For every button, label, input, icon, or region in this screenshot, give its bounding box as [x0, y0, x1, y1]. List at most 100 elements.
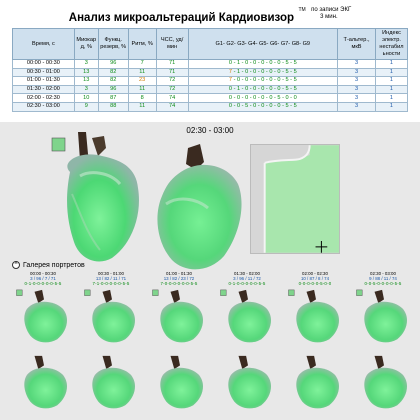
thumb-values-label: 13 / 82 / 11 / 71: [95, 276, 127, 281]
cell-instability-index: 1: [374, 76, 409, 86]
gallery-thumb[interactable]: 02:00 - 02:30 10 / 87 / 8 / 74 0-0-0-0-0-5…: [284, 271, 346, 286]
report-title-text: Анализ микроальтераций Кардиовизор: [68, 12, 295, 24]
gallery-thumb[interactable]: 02:30 - 03:00 9 / 88 / 11 / 74 0-0-5-0-0-0…: [352, 271, 414, 286]
table-row[interactable]: 02:00 - 02:30 10 87 8 74 0 - 0 - 0 - 0 - 0 - …: [12, 93, 409, 103]
thumb-values-label: 9 / 88 / 11 / 74: [369, 276, 397, 281]
cell-time: 00:00 - 00:30: [12, 59, 75, 69]
table-row[interactable]: 01:30 - 02:00 3 96 11 72 0 - 1 - 0 - 0 - 0 - …: [12, 84, 409, 95]
col-header-myocard: Миокар д, %: [73, 28, 99, 60]
ecg-map-panel[interactable]: [250, 144, 340, 254]
thumb-time-label: 02:00 - 02:30: [302, 271, 328, 276]
cell-rhythm: 11: [127, 67, 157, 78]
thumb-heart-bottom[interactable]: [82, 354, 142, 409]
cell-g-groups: 0 - 1 - 0 - 0 - 0 - 0 - 0 - 5 - 5: [187, 84, 339, 95]
cell-instability-index: 1: [374, 67, 409, 78]
thumb-heart-top[interactable]: [82, 288, 142, 343]
crosshair-icon: [315, 241, 328, 253]
g1-value: 0: [228, 86, 233, 93]
selected-square-marker: [51, 137, 66, 152]
cell-func-reserve: 87: [97, 93, 129, 103]
thumb-values-label: 13 / 82 / 23 / 72: [163, 276, 195, 281]
viewer-time-label: 02:30 - 03:00: [186, 126, 234, 135]
g-rest-values: - 0 - 0 - 0 - 0 - 0 - 0 - 5 - 5: [232, 77, 297, 84]
cell-hr: 74: [155, 93, 189, 103]
thumb-heart-top[interactable]: [354, 288, 414, 343]
thumb-values-label: 3 / 96 / 11 / 72: [233, 276, 261, 281]
cell-func-reserve: 96: [97, 84, 129, 95]
thumb-heart-top[interactable]: [14, 288, 74, 343]
cell-rhythm: 23: [127, 76, 157, 86]
gallery-thumb[interactable]: 01:00 - 01:30 13 / 82 / 23 / 72 7-0-0-0-0-…: [148, 271, 210, 286]
thumb-heart-bottom[interactable]: [286, 354, 346, 409]
col-header-rhythm: Ритм, %: [127, 28, 157, 60]
thumb-heart-top[interactable]: [286, 288, 346, 343]
cell-instability-index: 1: [374, 93, 409, 103]
gallery-thumb[interactable]: 01:30 - 02:00 3 / 96 / 11 / 72 0-1-0-0-0-0…: [216, 271, 278, 286]
cell-time: 00:30 - 01:00: [12, 67, 75, 78]
report-subtitle: по записи ЭКГ 3 мин.: [311, 7, 351, 21]
col-header-func-reserve: Функц. резерв, %: [97, 28, 129, 60]
thumb-code-label: 0-0-0-0-0-5-0-0: [298, 281, 332, 286]
heart-portrait-right[interactable]: [148, 144, 246, 279]
cell-t-alternans: 3: [337, 76, 376, 86]
gallery-thumb[interactable]: 00:30 - 01:00 13 / 82 / 11 / 71 7-1-0-0-0-…: [80, 271, 142, 286]
cell-t-alternans: 3: [337, 84, 376, 95]
g-rest-values: - 0 - 5 - 0 - 0 - 0 - 0 - 5 - 5: [232, 103, 297, 110]
cell-g-groups: 0 - 0 - 5 - 0 - 0 - 0 - 0 - 5 - 5: [187, 101, 339, 112]
cell-instability-index: 1: [374, 101, 409, 112]
heart-portrait-left[interactable]: [50, 132, 145, 267]
cell-myocard: 9: [73, 101, 99, 112]
cell-hr: 71: [155, 59, 189, 69]
gallery-thumb[interactable]: 00:00 - 00:30 3 / 96 / 7 / 71 0-1-0-0-0-0-…: [12, 271, 74, 286]
cell-rhythm: 8: [127, 93, 157, 103]
cell-instability-index: 1: [374, 59, 409, 69]
col-header-g-groups: G1- G2- G3- G4- G5- G6- G7- G8- G9: [187, 28, 339, 60]
cell-func-reserve: 96: [97, 59, 129, 69]
g1-value: 7: [228, 77, 233, 84]
g1-value: 0: [228, 94, 233, 101]
collapse-toggle-icon[interactable]: ^: [12, 261, 20, 269]
table-header-row: Время, с Миокар д, % Функц. резерв, % Ри…: [12, 28, 409, 60]
g-rest-values: - 1 - 0 - 0 - 0 - 0 - 0 - 5 - 5: [232, 60, 297, 67]
cell-rhythm: 11: [127, 101, 157, 112]
thumb-code-label: 7-1-0-0-0-0-0-5-5: [92, 281, 130, 286]
thumb-code-label: 0-0-5-0-0-0-0-5-5: [364, 281, 402, 286]
table-row[interactable]: 02:30 - 03:00 9 88 11 74 0 - 0 - 5 - 0 - 0 - …: [12, 101, 409, 112]
g1-value: 7: [228, 68, 233, 75]
report-subtitle-line1: по записи ЭКГ: [311, 7, 352, 13]
thumb-heart-bottom[interactable]: [14, 354, 74, 409]
cell-t-alternans: 3: [337, 59, 376, 69]
cell-t-alternans: 3: [337, 93, 376, 103]
cell-t-alternans: 3: [337, 101, 376, 112]
table-row[interactable]: 01:00 - 01:30 13 82 23 72 7 - 0 - 0 - 0 - 0 -…: [12, 76, 409, 86]
cell-hr: 72: [155, 84, 189, 95]
col-header-instability-index: Индекс электр. нестабил ьности: [374, 28, 409, 60]
thumb-values-label: 10 / 87 / 8 / 74: [300, 276, 330, 281]
g1-value: 0: [228, 60, 233, 67]
thumb-heart-top[interactable]: [150, 288, 210, 343]
thumb-heart-bottom[interactable]: [354, 354, 414, 409]
gallery-header[interactable]: ^ Галерея портретов: [12, 261, 85, 269]
cell-myocard: 3: [73, 84, 99, 95]
thumb-time-label: 02:30 - 03:00: [370, 271, 396, 276]
trademark-mark: ТМ: [298, 7, 306, 13]
thumb-time-label: 00:30 - 01:00: [98, 271, 124, 276]
thumb-time-label: 01:30 - 02:00: [234, 271, 260, 276]
thumb-code-label: 7-0-0-0-0-0-0-5-5: [160, 281, 198, 286]
cell-hr: 72: [155, 76, 189, 86]
g-rest-values: - 1 - 0 - 0 - 0 - 0 - 0 - 5 - 5: [232, 68, 297, 75]
thumb-heart-bottom[interactable]: [150, 354, 210, 409]
cell-myocard: 10: [73, 93, 99, 103]
cell-hr: 71: [155, 67, 189, 78]
col-header-hr: ЧСС, уд/мин: [155, 28, 189, 60]
report-title: Анализ микроальтераций Кардиовизор ТМ по…: [0, 7, 420, 30]
metrics-table: Время, с Миокар д, % Функц. резерв, % Ри…: [12, 28, 409, 112]
cell-myocard: 3: [73, 59, 99, 69]
g-rest-values: - 0 - 0 - 0 - 0 - 0 - 5 - 0 - 0: [232, 94, 297, 101]
report-subtitle-line2: 3 мин.: [320, 14, 338, 20]
table-row[interactable]: 00:30 - 01:00 13 82 11 71 7 - 1 - 0 - 0 - 0 -…: [12, 67, 409, 78]
cell-hr: 74: [155, 101, 189, 112]
table-row[interactable]: 00:00 - 00:30 3 96 7 71 0 - 1 - 0 - 0 - 0 - 0…: [12, 59, 409, 69]
thumb-heart-top[interactable]: [218, 288, 278, 343]
thumb-heart-bottom[interactable]: [218, 354, 278, 409]
